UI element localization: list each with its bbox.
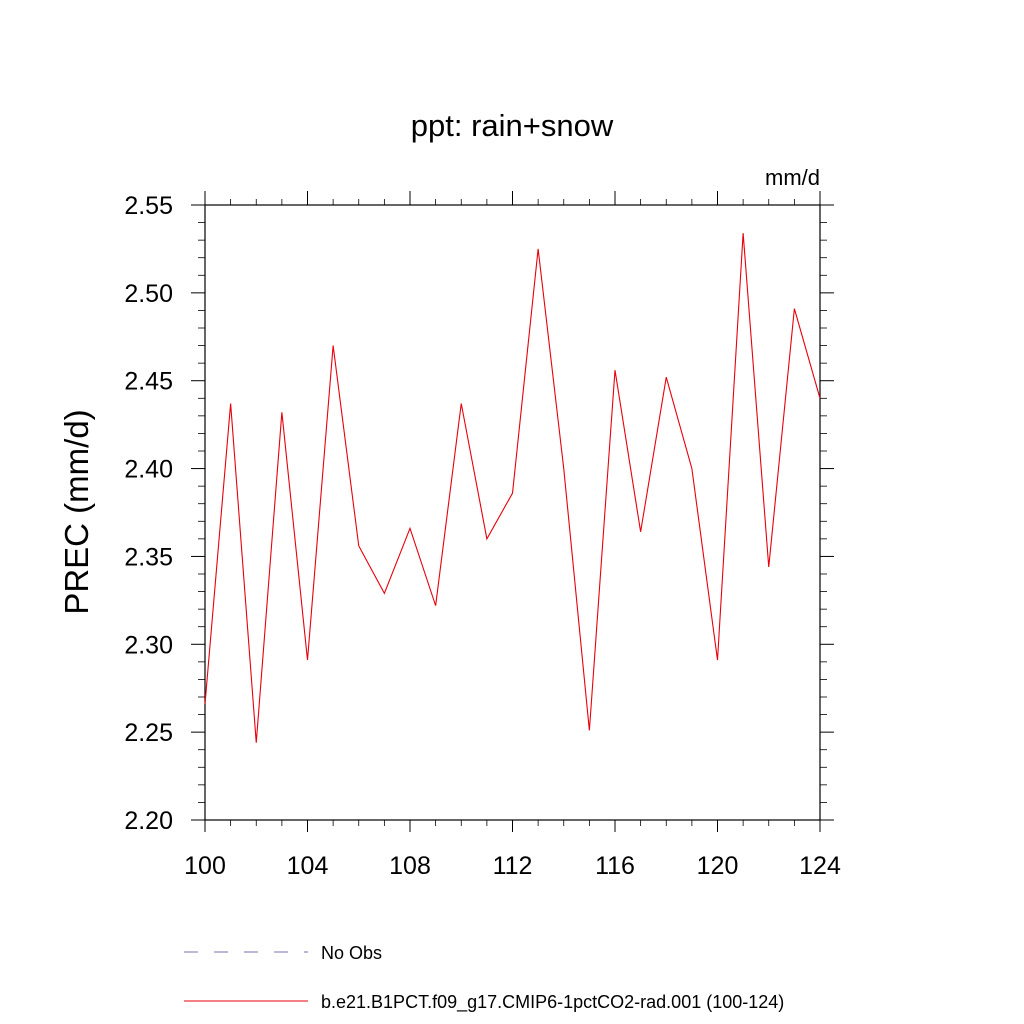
x-tick-label: 120 xyxy=(697,852,739,880)
y-tick-label: 2.45 xyxy=(124,368,173,396)
y-tick-label: 2.25 xyxy=(124,719,173,747)
units-label: mm/d xyxy=(765,165,820,190)
legend-entry-no-obs: No Obs xyxy=(321,943,382,963)
x-tick-label: 108 xyxy=(389,852,431,880)
plot-frame xyxy=(204,204,821,821)
x-tick-label: 100 xyxy=(184,852,226,880)
y-axis-label: PREC (mm/d) xyxy=(58,409,95,614)
x-tick-label: 124 xyxy=(799,852,841,880)
chart-title: ppt: rain+snow xyxy=(411,108,614,143)
y-tick-label: 2.55 xyxy=(124,192,173,220)
x-tick-label: 112 xyxy=(493,852,533,880)
series-line xyxy=(204,233,821,743)
x-tick-label: 116 xyxy=(595,852,635,880)
legend-entry-model-run: b.e21.B1PCT.f09_g17.CMIP6-1pctCO2-rad.00… xyxy=(321,992,784,1013)
y-tick-label: 2.30 xyxy=(124,631,173,659)
y-tick-label: 2.20 xyxy=(124,807,173,835)
y-tick-label: 2.50 xyxy=(124,280,173,308)
y-tick-label: 2.35 xyxy=(124,543,173,571)
y-tick-label: 2.40 xyxy=(124,456,173,484)
x-tick-label: 104 xyxy=(287,852,329,880)
